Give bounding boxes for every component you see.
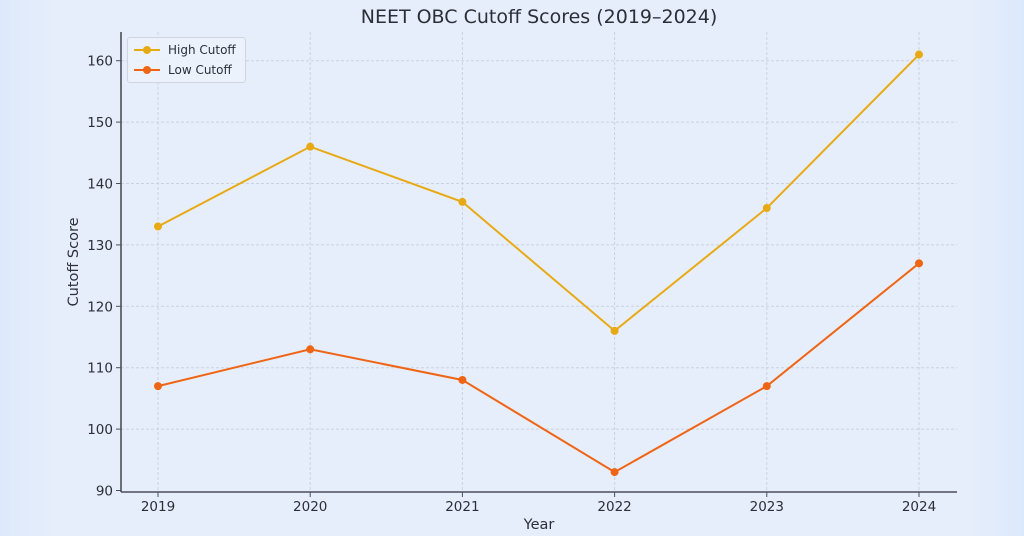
data-point [306,142,315,151]
y-axis-ticks: 90 100 110 120 130 140 150 160 [87,54,121,500]
series-high-cutoff [154,50,923,335]
legend-label: High Cutoff [168,43,236,57]
data-point [915,50,923,59]
grid-lines [121,32,957,492]
legend-marker-icon [132,41,162,59]
y-tick-label: 110 [87,361,113,377]
y-tick-label: 120 [87,299,113,315]
y-axis-label: Cutoff Score [66,217,82,306]
legend-item-high-cutoff: High Cutoff [128,41,236,59]
y-tick-label: 90 [96,484,113,500]
data-point [610,468,619,477]
legend-item-low-cutoff: Low Cutoff [128,61,232,79]
x-tick-label: 2024 [902,499,936,515]
x-tick-label: 2019 [141,499,175,515]
data-point [458,197,467,206]
y-tick-label: 160 [87,54,113,70]
legend-marker-icon [132,61,162,79]
data-point [610,326,619,335]
x-tick-label: 2022 [597,499,631,515]
data-point [458,375,467,384]
data-series [154,50,923,477]
axes [120,32,957,493]
y-tick-label: 140 [87,177,113,193]
legend-label: Low Cutoff [168,63,232,77]
data-point [762,382,771,391]
y-tick-label: 130 [87,238,113,254]
x-tick-label: 2021 [445,499,479,515]
data-point [154,222,162,231]
x-axis-ticks: 2019 2020 2021 2022 2023 2024 [141,492,936,515]
y-tick-label: 100 [87,422,113,438]
y-tick-label: 150 [87,115,113,131]
data-point [306,345,315,354]
series-low-cutoff [154,259,923,477]
chart-title: NEET OBC Cutoff Scores (2019–2024) [360,6,718,28]
x-tick-label: 2020 [293,499,327,515]
data-point [915,259,923,268]
data-point [762,204,771,213]
x-axis-label: Year [523,517,555,533]
data-point [154,382,162,391]
x-tick-label: 2023 [750,499,784,515]
legend: High Cutoff Low Cutoff [127,37,246,83]
